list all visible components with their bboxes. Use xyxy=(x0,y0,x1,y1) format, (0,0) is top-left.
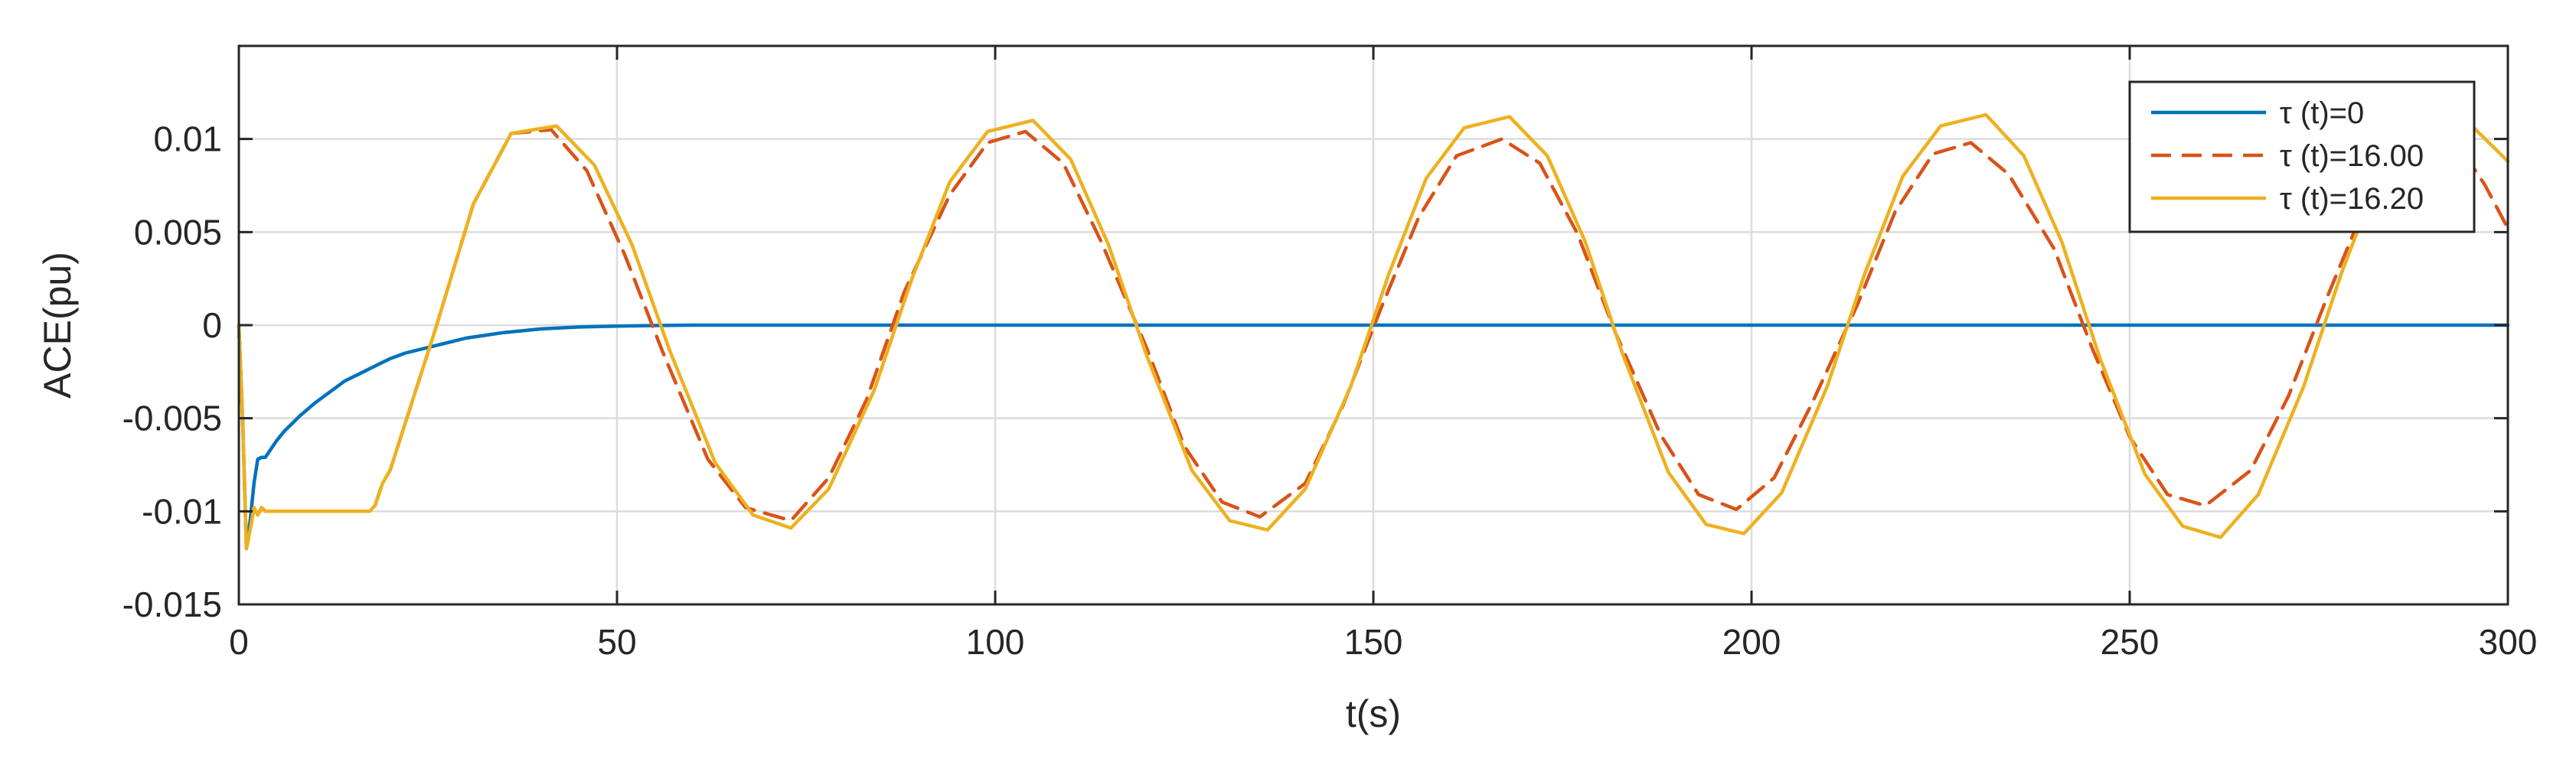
legend-label: τ (t)=16.00 xyxy=(2280,139,2424,173)
y-axis-label: ACE(pu) xyxy=(36,252,79,399)
x-tick-label: 300 xyxy=(2479,622,2538,662)
x-axis-label: t(s) xyxy=(1346,692,1401,735)
legend-label: τ (t)=16.20 xyxy=(2280,182,2424,216)
series-line-1 xyxy=(237,323,2510,551)
x-tick-label: 100 xyxy=(966,622,1025,662)
series-line-3 xyxy=(237,112,2510,551)
legend-label: τ (t)=0 xyxy=(2280,96,2364,130)
x-tick-label: 50 xyxy=(597,622,636,662)
axis-ticks: 0 50 100 150 200 250 300 -0.015 -0.01 -0.005 0 0.00… xyxy=(122,46,2538,662)
x-tick-label: 250 xyxy=(2101,622,2160,662)
series-layer xyxy=(237,112,2510,551)
y-tick-label: -0.015 xyxy=(122,585,222,624)
x-tick-label: 0 xyxy=(229,622,249,662)
legend: τ (t)=0 τ (t)=16.00 τ (t)=16.20 xyxy=(2128,80,2476,233)
y-tick-label: 0.005 xyxy=(134,212,222,252)
x-tick-label: 200 xyxy=(1722,622,1781,662)
y-tick-label: 0.01 xyxy=(153,119,222,159)
y-tick-label: -0.01 xyxy=(142,491,222,531)
y-tick-label: 0 xyxy=(202,305,222,345)
x-tick-label: 150 xyxy=(1344,622,1403,662)
y-tick-label: -0.005 xyxy=(122,399,222,438)
